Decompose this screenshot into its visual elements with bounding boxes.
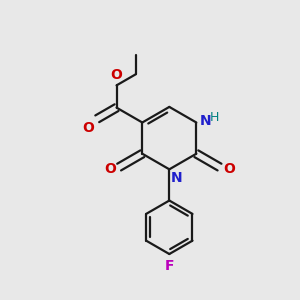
Text: F: F [165, 260, 174, 273]
Text: O: O [223, 162, 235, 176]
Text: O: O [82, 121, 94, 135]
Text: O: O [104, 162, 116, 176]
Text: H: H [210, 111, 219, 124]
Text: N: N [171, 171, 182, 185]
Text: O: O [111, 68, 122, 82]
Text: N: N [200, 114, 212, 128]
